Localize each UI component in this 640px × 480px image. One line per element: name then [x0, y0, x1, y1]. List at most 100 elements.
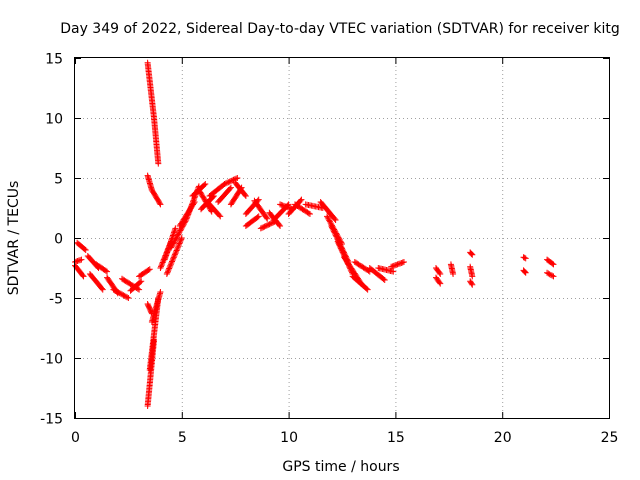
data-point	[522, 269, 529, 276]
data-point	[521, 268, 528, 275]
data-point	[233, 175, 240, 182]
data-point	[450, 271, 457, 277]
data-point	[174, 232, 181, 239]
data-point	[102, 267, 109, 274]
data-point	[340, 250, 347, 257]
data-point	[332, 217, 339, 223]
data-point	[549, 272, 556, 279]
data-point	[171, 253, 178, 259]
data-point	[177, 227, 184, 234]
data-point	[188, 201, 195, 208]
data-point	[155, 160, 162, 167]
data-point	[226, 185, 233, 192]
data-point	[255, 213, 262, 220]
x-tick-label: 20	[494, 430, 512, 446]
data-point	[169, 241, 176, 248]
data-point	[171, 251, 178, 258]
data-point	[224, 179, 231, 186]
data-point	[145, 267, 152, 273]
data-point	[186, 208, 193, 215]
data-point	[332, 231, 339, 237]
data-point	[176, 240, 183, 247]
data-point	[158, 262, 165, 269]
data-point	[324, 214, 331, 221]
data-point	[436, 279, 443, 286]
data-point	[169, 258, 176, 265]
y-axis-title: SDTVAR / TECUs	[6, 181, 22, 296]
data-point	[550, 273, 557, 280]
y-tick-label: 5	[54, 172, 63, 188]
data-point	[550, 261, 557, 268]
data-point	[226, 178, 233, 185]
x-tick-label: 10	[280, 430, 298, 446]
y-tick-label: 0	[54, 232, 63, 248]
data-point	[337, 244, 344, 250]
data-point	[164, 269, 171, 276]
data-point	[521, 254, 528, 261]
data-point	[326, 217, 333, 224]
data-point	[338, 246, 345, 253]
data-point	[170, 254, 177, 261]
data-point	[178, 226, 185, 233]
data-point	[171, 238, 178, 245]
data-point	[178, 235, 185, 241]
data-point	[137, 279, 144, 286]
data-point	[326, 218, 333, 225]
data-point	[339, 248, 346, 255]
data-point	[165, 266, 172, 273]
data-point	[437, 280, 444, 287]
data-point	[166, 264, 173, 271]
data-point	[329, 225, 336, 232]
data-point	[189, 200, 196, 207]
data-point	[469, 251, 476, 258]
data-point	[234, 175, 241, 181]
data-point	[469, 273, 476, 280]
data-point	[306, 211, 313, 217]
data-point	[381, 277, 388, 283]
data-point	[202, 181, 209, 187]
data-point	[81, 246, 88, 253]
data-point	[547, 271, 554, 278]
data-point	[227, 178, 234, 184]
data-point	[297, 197, 304, 204]
data-point	[157, 289, 164, 295]
data-point	[221, 181, 228, 187]
data-point	[254, 214, 261, 221]
x-tick-label: 25	[601, 430, 619, 446]
data-point	[175, 230, 182, 237]
data-point	[172, 250, 179, 257]
y-tick-label: -15	[40, 412, 63, 428]
data-point	[364, 286, 371, 293]
data-point	[549, 260, 556, 267]
data-point	[170, 239, 177, 246]
data-point	[170, 255, 177, 262]
data-point	[178, 236, 185, 243]
data-point	[177, 237, 184, 244]
data-point	[104, 268, 111, 275]
data-point	[330, 227, 337, 233]
data-point	[173, 235, 180, 242]
data-point	[175, 241, 182, 248]
data-point	[78, 256, 85, 263]
data-point	[222, 180, 229, 187]
data-point	[242, 193, 249, 199]
data-point	[166, 265, 173, 272]
data-point	[187, 204, 194, 211]
data-point	[177, 239, 184, 246]
data-point	[545, 270, 552, 277]
data-point	[186, 207, 193, 214]
data-point	[436, 269, 443, 276]
data-point	[468, 280, 475, 287]
data-point	[136, 286, 143, 293]
axis-ticks: 0 5 10 15 20 25 -15 -10 -5 0 5 10 15	[40, 52, 618, 447]
data-point	[400, 259, 407, 265]
data-point	[330, 228, 337, 235]
data-point	[99, 286, 106, 293]
y-tick-label: -5	[49, 292, 63, 308]
data-point	[216, 212, 223, 219]
data-point	[305, 210, 312, 217]
x-tick-label: 5	[178, 430, 187, 446]
data-point	[217, 213, 224, 220]
data-point	[146, 266, 153, 273]
